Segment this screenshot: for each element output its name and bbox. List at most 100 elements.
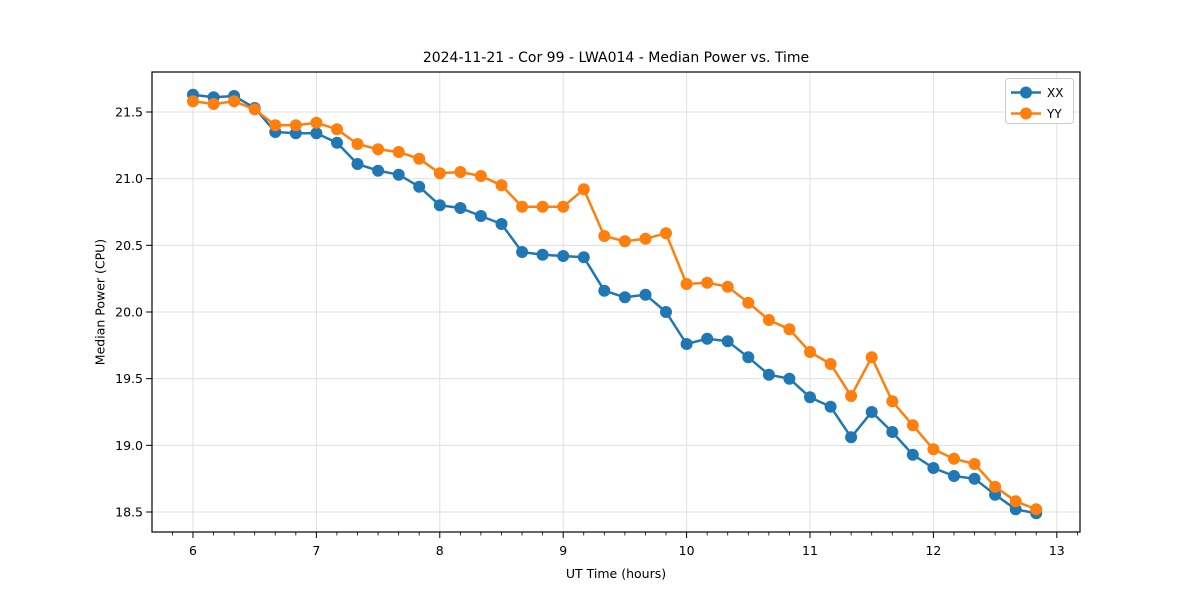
data-point-YY [948, 452, 960, 465]
data-point-YY [310, 116, 323, 129]
data-point-YY [639, 232, 652, 245]
y-tick-label: 19.5 [115, 371, 143, 386]
data-point-XX [474, 210, 487, 222]
data-point-XX [495, 218, 508, 230]
data-point-YY [269, 119, 282, 132]
data-point-XX [577, 251, 590, 264]
data-point-YY [413, 152, 426, 165]
data-point-XX [762, 368, 775, 381]
data-point-XX [886, 426, 899, 438]
data-point-YY [228, 95, 241, 108]
x-tick-label: 6 [189, 543, 197, 558]
series-YY [187, 95, 1043, 516]
data-point-XX [433, 199, 446, 212]
data-point-XX [865, 406, 878, 418]
data-point-YY [536, 200, 549, 213]
x-tick-label: 10 [679, 543, 695, 558]
data-point-YY [598, 230, 611, 242]
series-line-YY [191, 100, 1038, 511]
data-point-XX [742, 351, 755, 364]
data-point-YY [351, 138, 364, 150]
data-point-YY [660, 227, 672, 240]
data-point-XX [598, 284, 611, 297]
data-point-XX [906, 448, 919, 461]
data-point-XX [413, 180, 426, 193]
data-point-XX [927, 462, 940, 474]
data-point-XX [639, 288, 652, 301]
data-point-XX [968, 472, 981, 485]
data-point-YY [804, 346, 816, 358]
legend-marker [1020, 107, 1032, 120]
axes-box [151, 71, 1081, 533]
data-point-YY [762, 314, 775, 326]
x-tick-label: 12 [925, 543, 941, 558]
data-point-YY [516, 200, 529, 213]
y-tick-label: 21.0 [115, 171, 143, 186]
data-point-XX [783, 372, 796, 385]
data-point-YY [372, 143, 385, 156]
legend-label: YY [1046, 107, 1062, 121]
y-tick-label: 19.0 [115, 438, 143, 453]
y-tick-label: 18.5 [115, 505, 143, 520]
data-point-YY [701, 276, 714, 289]
y-tick-label: 20.5 [115, 238, 143, 253]
data-point-YY [618, 235, 631, 248]
x-tick-label: 13 [1049, 543, 1065, 558]
data-point-YY [906, 419, 919, 432]
data-point-YY [1030, 503, 1043, 516]
data-point-YY [454, 166, 467, 178]
y-tick-label: 21.5 [115, 105, 143, 120]
data-point-YY [845, 390, 858, 402]
data-point-XX [516, 246, 529, 258]
data-point-XX [701, 332, 714, 345]
chart-title: 2024-11-21 - Cor 99 - LWA014 - Median Po… [422, 50, 810, 66]
data-point-XX [454, 202, 467, 214]
data-point-XX [310, 127, 323, 140]
x-tick-label: 11 [802, 543, 818, 558]
legend-label: XX [1047, 86, 1063, 100]
data-point-YY [742, 296, 755, 309]
data-point-YY [989, 480, 1002, 493]
data-point-YY [824, 358, 837, 370]
data-point-XX [824, 400, 837, 413]
data-point-YY [433, 167, 446, 180]
data-point-XX [372, 164, 385, 177]
data-point-YY [927, 443, 940, 456]
y-tick-label: 20.0 [115, 305, 143, 320]
data-point-YY [557, 200, 570, 213]
data-point-XX [948, 470, 960, 482]
data-point-YY [392, 146, 405, 158]
legend: XX YY [1005, 78, 1074, 124]
data-point-YY [783, 323, 796, 336]
data-point-YY [495, 179, 508, 192]
data-point-YY [331, 123, 343, 136]
data-point-YY [968, 458, 981, 470]
data-point-YY [1009, 495, 1022, 508]
x-axis-label: UT Time (hours) [565, 566, 667, 581]
data-point-XX [331, 136, 343, 149]
series-XX [187, 88, 1043, 520]
data-point-XX [392, 168, 405, 181]
data-point-XX [845, 431, 858, 444]
data-point-YY [680, 278, 693, 290]
data-point-XX [721, 335, 734, 348]
legend-marker [1020, 86, 1032, 99]
data-point-XX [557, 250, 570, 262]
data-point-XX [618, 291, 631, 304]
data-point-YY [207, 98, 220, 110]
data-point-YY [721, 280, 734, 293]
data-point-YY [289, 119, 302, 132]
data-point-YY [187, 95, 199, 108]
legend-entry-XX: XX [1011, 86, 1063, 100]
x-tick-label: 8 [436, 543, 444, 558]
x-tick-label: 9 [559, 543, 567, 558]
data-point-YY [474, 170, 487, 182]
data-point-XX [804, 391, 816, 404]
data-point-XX [660, 306, 672, 318]
legend-entry-YY: YY [1011, 107, 1062, 121]
data-point-YY [865, 351, 878, 364]
data-point-XX [680, 338, 693, 350]
data-point-YY [886, 395, 899, 408]
